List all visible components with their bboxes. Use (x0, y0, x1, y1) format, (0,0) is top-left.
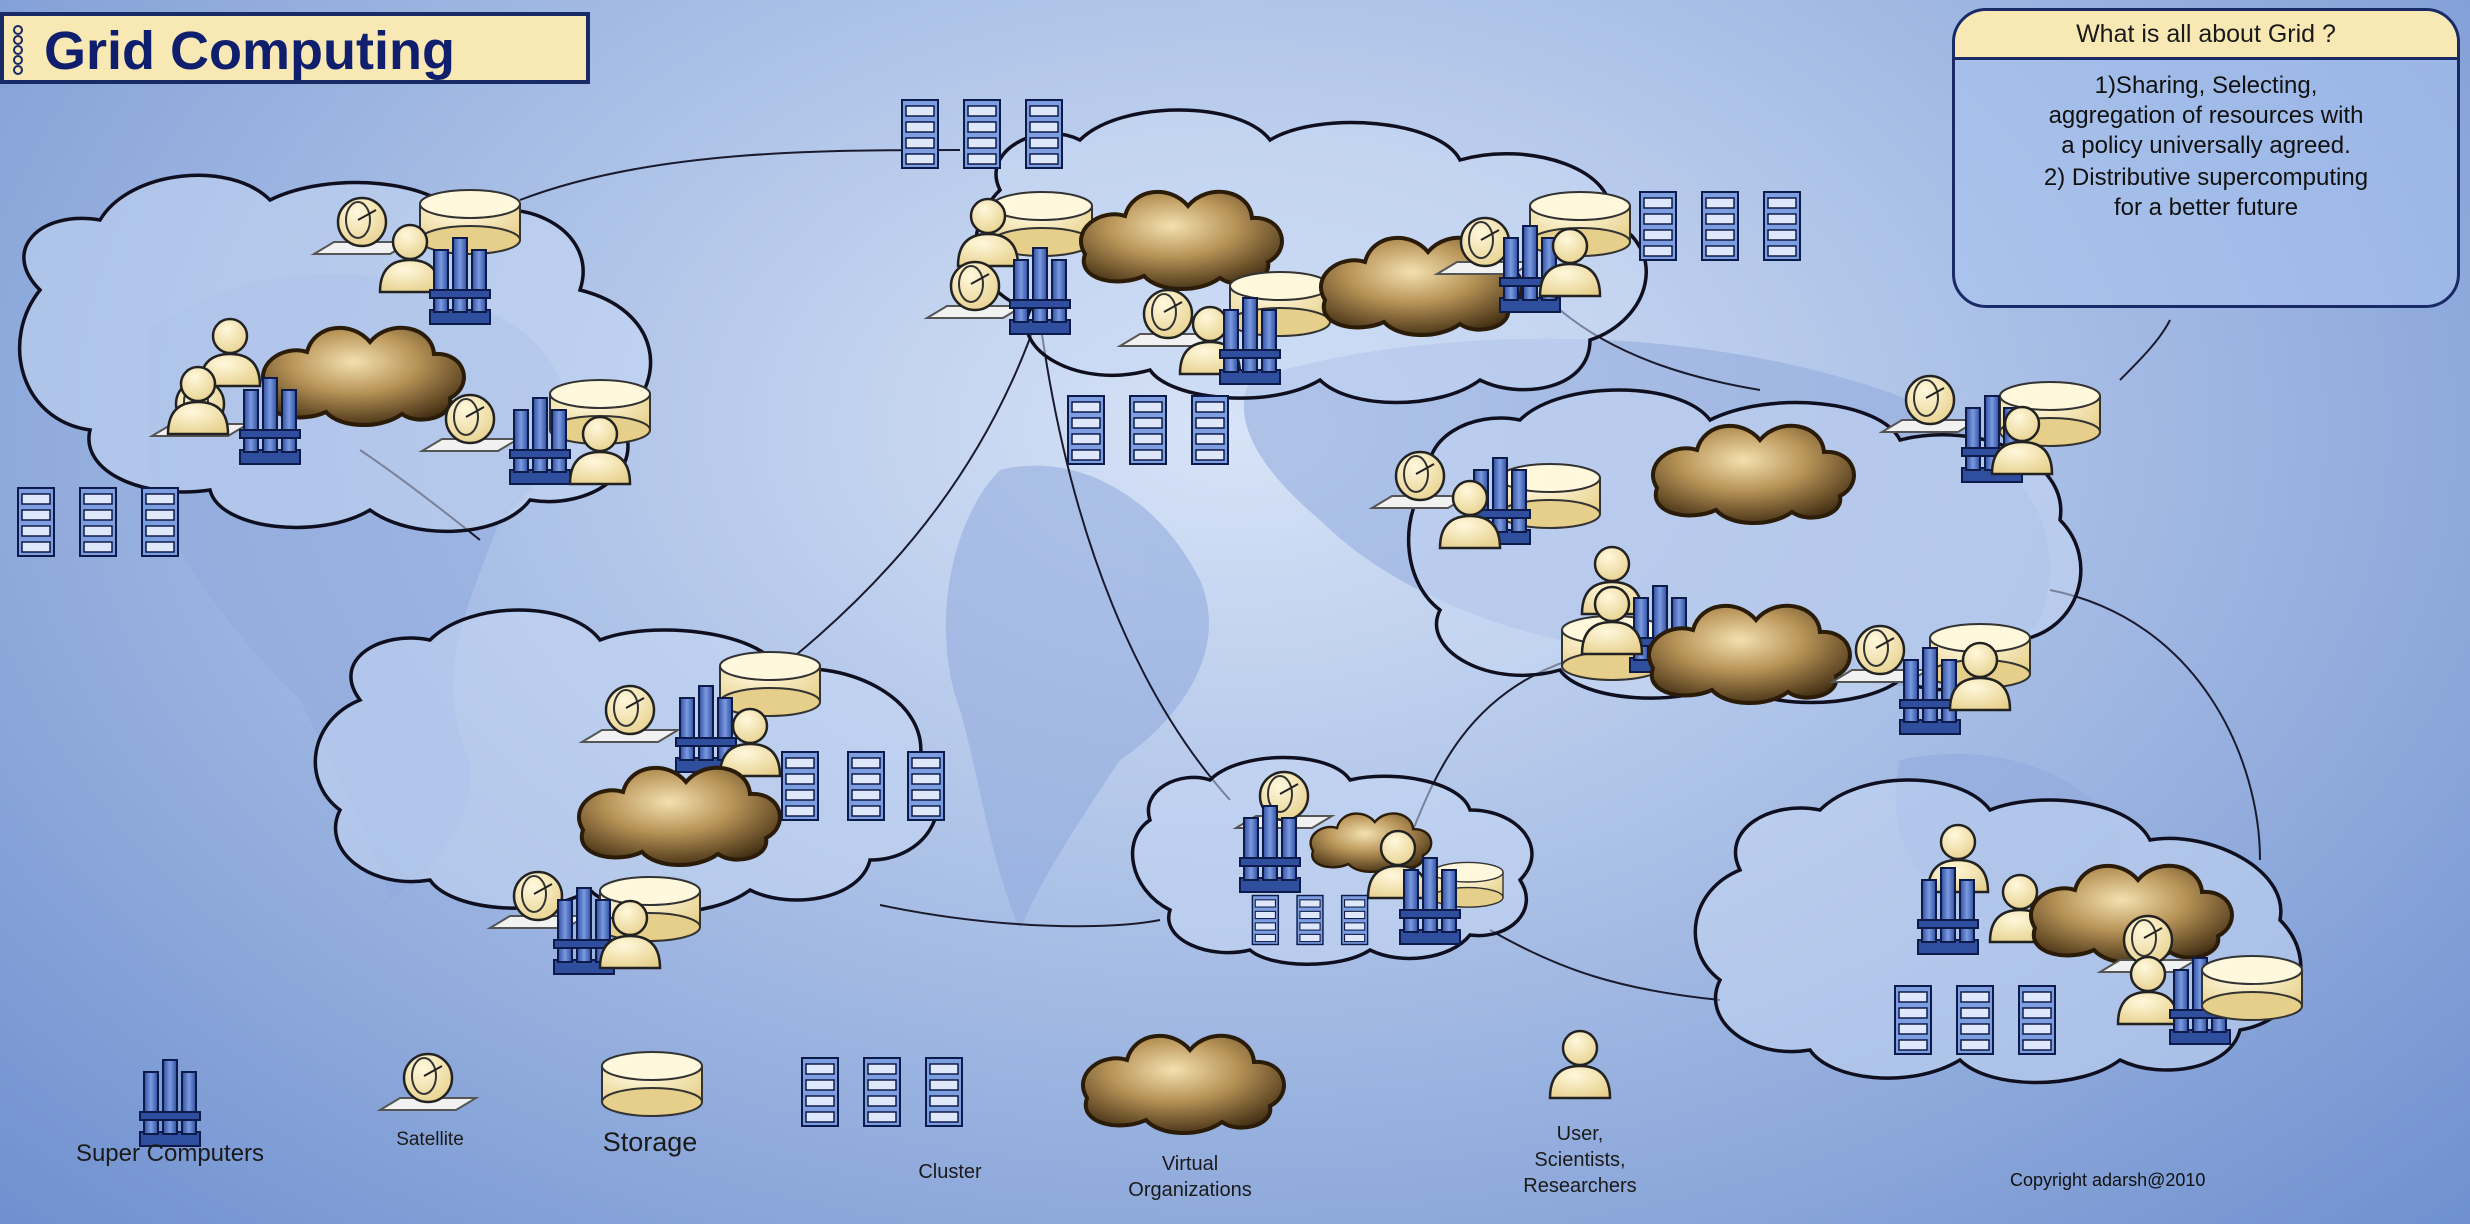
info-point-1-line-2: aggregation of resources with (2048, 102, 2364, 129)
legend-vo-label-line-2: Organizations (1128, 1179, 1252, 1201)
legend-satellite-label: Satellite (396, 1129, 464, 1150)
legend-supercomputer-icon (139, 1059, 201, 1147)
page-title: Grid Computing (44, 21, 455, 81)
info-point-1-line-3: a policy universally agreed. (2061, 132, 2351, 159)
info-point-1-line-1: 1)Sharing, Selecting, (2094, 72, 2318, 99)
legend-user-label-line-2: Scientists, (1534, 1149, 1626, 1171)
legend-storage-label: Storage (602, 1127, 698, 1157)
legend-cluster-label: Cluster (918, 1161, 982, 1183)
legend-satellite-icon (378, 1052, 478, 1112)
legend-vo-label-line-1: Virtual (1161, 1153, 1219, 1175)
title-box: Grid Computing (0, 12, 590, 84)
network-cloud-southwest (313, 608, 940, 915)
legend-supercomputers-label: Super Computers (75, 1140, 265, 1167)
legend-user-label-line-3: Researchers (1523, 1175, 1637, 1197)
info-heading: What is all about Grid ? (1955, 11, 2457, 60)
info-point-2-line-2: for a better future (2113, 194, 2299, 221)
notebook-spiral-icon (13, 25, 23, 75)
copyright-text: Copyright adarsh@2010 (2010, 1170, 2206, 1190)
legend-storage-icon (601, 1051, 703, 1117)
info-panel: What is all about Grid ? 1)Sharing, Sele… (1952, 8, 2460, 308)
legend-virtual-organization-icon (1080, 1033, 1286, 1136)
legend-cluster-icon (802, 1058, 962, 1126)
legend-user-icon (1548, 1029, 1612, 1100)
info-point-2-line-1: 2) Distributive supercomputing (2043, 164, 2369, 191)
legend-user-label-line-1: User, (1556, 1123, 1604, 1145)
